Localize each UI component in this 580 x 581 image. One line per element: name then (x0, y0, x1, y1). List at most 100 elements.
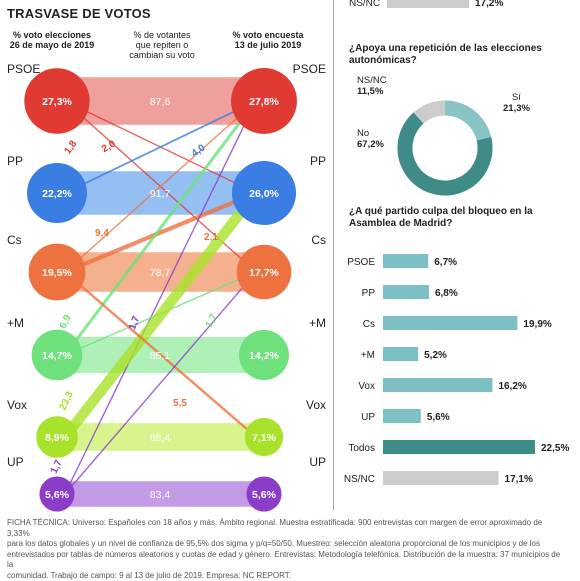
after-value-PSOE: 27,8% (249, 96, 279, 108)
flow-line-9 (63, 270, 258, 439)
loyalty-band-Cs (57, 252, 264, 292)
loyalty-band-PP (57, 171, 264, 215)
bar-category-4: Vox (358, 381, 375, 392)
flow-label-3: 9,4 (95, 228, 109, 239)
before-node-PSOE (24, 68, 90, 134)
flow-line-10 (64, 271, 257, 495)
loyalty-value-PP: 91,7 (150, 188, 171, 200)
bar-chart: PSOE 6,7% PP 6,8% Cs 19,9% +M 5,2% Vox 16,2% UP 5,6… (344, 254, 569, 485)
after-value-Cs: 17,7% (249, 267, 279, 279)
after-node-PP (231, 160, 297, 226)
bar-6 (383, 440, 535, 454)
after-node-UP (246, 476, 282, 512)
donut-si-name: Sí (511, 92, 521, 103)
bar-category-0: PSOE (347, 257, 375, 268)
flow-label-10: 1,7 (49, 458, 65, 476)
party-label-right-PSOE: PSOE (293, 62, 326, 76)
before-value-PP: 22,2% (42, 188, 72, 200)
party-label-right-PP: PP (310, 154, 326, 168)
question-2-title: ¿A qué partido culpa del bloqueo en la A… (349, 206, 574, 230)
before-value-PSOE: 27,3% (42, 96, 72, 108)
before-value-Vox: 8,9% (45, 432, 70, 444)
loyalty-value-PSOE: 87,6 (150, 96, 171, 108)
q2-title-line-2: Asamblea de Madrid? (349, 218, 453, 229)
donut-label-si: Sí 21,3% (503, 92, 530, 114)
left-head-line-1: % voto elecciones (12, 30, 92, 40)
after-value-UP: 5,6% (252, 489, 277, 501)
middle-column-header: % de votantes que repiten o cambian su v… (112, 30, 212, 60)
before-node-+M (31, 329, 83, 381)
party-label-left-Cs: Cs (7, 233, 22, 247)
footer-line-3: entrevistados por tablas de números alea… (7, 549, 561, 570)
flow-line-3 (62, 190, 259, 275)
flow-label-5: 6,9 (58, 313, 74, 331)
after-node-Cs (236, 244, 292, 300)
party-label-right-Vox: Vox (306, 398, 326, 412)
bar-5 (383, 409, 421, 423)
donut-no-name: No (357, 128, 370, 139)
top-cut-label: NS/NC (349, 0, 380, 9)
bar-category-5: UP (361, 412, 375, 423)
party-label-right-UP: UP (309, 455, 326, 469)
party-label-left-Vox: Vox (7, 398, 27, 412)
party-label-left-+M: +M (7, 316, 24, 330)
donut-slice-2 (413, 100, 446, 124)
donut-label-no: No 67,2% (357, 128, 384, 150)
bar-category-6: Todos (348, 443, 375, 454)
before-value-Cs: 19,5% (42, 267, 72, 279)
donut-slice-0 (444, 100, 492, 141)
loyalty-band-PSOE (57, 77, 264, 125)
after-node-Vox (244, 417, 284, 457)
left-head-line-2: 26 de mayo de 2019 (9, 40, 95, 50)
loyalty-value-UP: 83,4 (150, 489, 171, 501)
bar-7 (383, 471, 499, 485)
footer-line-2: para los datos globales y un nivel de co… (7, 539, 540, 548)
party-label-right-Cs: Cs (311, 233, 326, 247)
after-node-+M (239, 330, 289, 380)
donut-nsnc-name: NS/NC (357, 75, 387, 86)
top-cut-bar (387, 0, 469, 8)
bar-value-1: 6,8% (435, 288, 458, 299)
column-divider (333, 0, 334, 510)
bar-1 (383, 285, 429, 299)
flow-line-2 (64, 100, 257, 194)
flow-line-8 (59, 187, 262, 443)
donut-slice-1 (397, 112, 493, 196)
chart-title: TRASVASE DE VOTOS (7, 6, 151, 21)
bar-value-6: 22,5% (541, 443, 569, 454)
bar-value-2: 19,9% (523, 319, 551, 330)
right-head-line-2: 13 de julio 2019 (234, 40, 302, 50)
bar-category-7: NS/NC (344, 474, 375, 485)
sankey-chart: 1,8 2,0 4,0 9,4 2,1 6,9 1,7 1,7 23,3 5,5 1,7 27,3% 2… (7, 62, 326, 512)
bar-0 (383, 254, 429, 268)
footer-line-4: comunidad. Trabajo de campo: 9 al 13 de … (7, 570, 292, 580)
donut-nsnc-value: 11,5% (357, 86, 384, 97)
bar-3 (383, 347, 419, 361)
flow-label-6: 1,7 (127, 314, 142, 331)
flow-line-6 (64, 100, 257, 495)
left-column-header: % voto elecciones 26 de mayo de 2019 (2, 30, 102, 50)
flow-label-0: 1,8 (62, 138, 79, 156)
q1-title-line-1: ¿Apoya una repetición de las elecciones (349, 43, 542, 54)
before-value-+M: 14,7% (42, 350, 72, 362)
donut-label-nsnc: NS/NC 11,5% (357, 75, 387, 97)
party-label-right-+M: +M (309, 316, 326, 330)
q2-title-line-1: ¿A qué partido culpa del bloqueo en la (349, 206, 533, 217)
before-node-Cs (28, 243, 86, 301)
after-node-PSOE (231, 68, 297, 134)
bar-4 (383, 378, 493, 392)
top-cut-row: NS/NC 17,2% (349, 0, 503, 9)
right-head-line-1: % voto encuesta (232, 30, 304, 40)
footer-line-1: FICHA TÉCNICA: Universo: Españoles con 1… (7, 518, 543, 538)
mid-head-line-3: cambian su voto (129, 50, 195, 60)
bar-value-0: 6,7% (434, 257, 457, 268)
question-1-title: ¿Apoya una repetición de las elecciones … (349, 43, 574, 67)
before-value-UP: 5,6% (45, 489, 70, 501)
party-label-left-PP: PP (7, 154, 23, 168)
bar-category-3: +M (361, 350, 375, 361)
after-value-+M: 14,2% (249, 350, 279, 362)
loyalty-value-Vox: 68,4 (150, 432, 171, 444)
flow-label-9: 5,5 (173, 398, 187, 409)
party-label-left-PSOE: PSOE (7, 62, 40, 76)
donut-si-value: 21,3% (503, 103, 530, 114)
